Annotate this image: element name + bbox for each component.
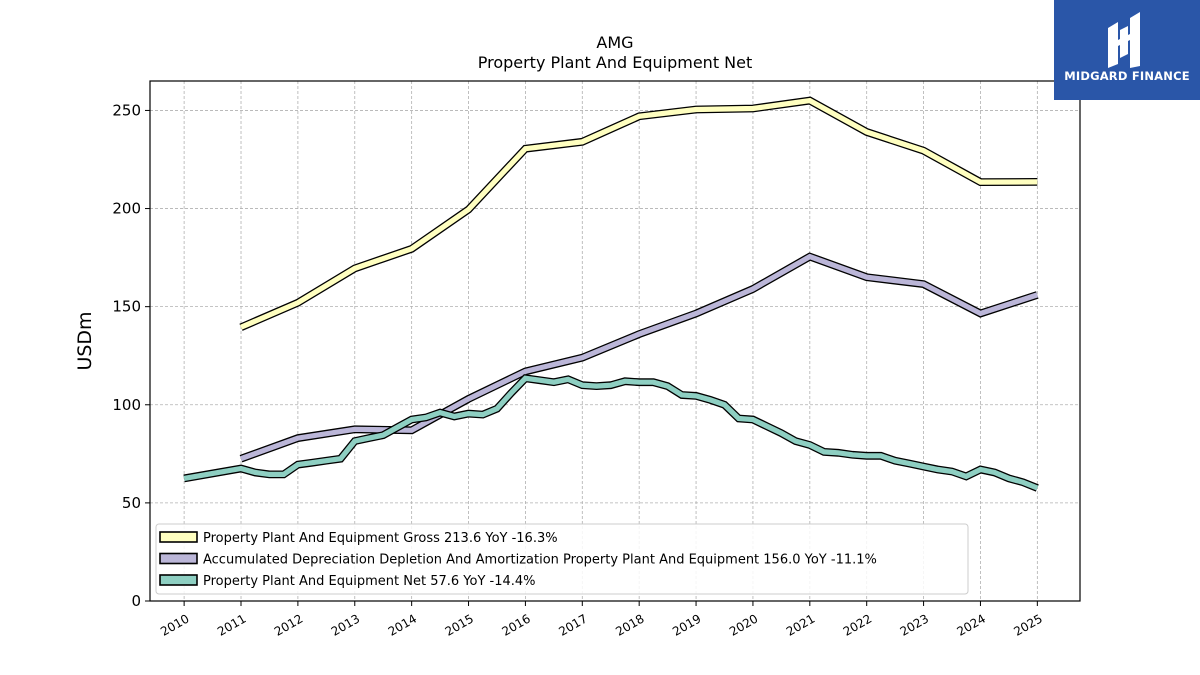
series-stroke: [239, 97, 1038, 330]
legend: Property Plant And Equipment Gross 213.6…: [155, 523, 969, 595]
chart-subtitle: Property Plant And Equipment Net: [478, 53, 753, 72]
series-stroke: [183, 375, 1039, 491]
x-tick-label: 2017: [556, 611, 589, 638]
y-tick-label: 150: [112, 298, 141, 316]
legend-item-2: Accumulated Depreciation Depletion And A…: [159, 552, 877, 568]
x-tick-label: 2013: [329, 611, 362, 638]
legend-swatch: [159, 552, 198, 565]
x-tick-label: 2012: [272, 611, 305, 638]
series-line-1: [239, 96, 1038, 331]
logo-text: MIDGARD FINANCE: [1064, 69, 1190, 83]
series-stroke: [240, 253, 1039, 462]
legend-swatch: [159, 574, 198, 586]
legend-label: Property Plant And Equipment Net 57.6 Yo…: [203, 574, 536, 589]
legend-item-1: Property Plant And Equipment Gross 213.6…: [159, 531, 558, 546]
plot-area-frame: [149, 80, 1081, 602]
series-group: [183, 96, 1039, 492]
midgard-logo-icon: [1108, 12, 1140, 68]
y-axis-label: USDm: [74, 311, 96, 370]
chart-title: AMG: [596, 33, 633, 52]
x-axis-ticks: 2010 2011 2012 2013 2014 2015 2016 2017 2018 2019…: [158, 601, 1045, 639]
y-tick-label: 0: [131, 592, 141, 610]
midgard-finance-logo: MIDGARD FINANCE: [1054, 0, 1200, 100]
y-tick-label: 250: [112, 101, 141, 119]
x-tick-label: 2011: [215, 611, 248, 638]
x-tick-label: 2010: [158, 611, 191, 638]
x-tick-label: 2023: [898, 611, 931, 638]
grid: [150, 81, 1080, 602]
y-axis-ticks: 0 50 100 150 200 250: [112, 101, 150, 610]
x-tick-label: 2014: [386, 611, 419, 638]
x-tick-label: 2021: [784, 611, 817, 638]
series-line-2: [239, 252, 1039, 463]
x-tick-label: 2015: [443, 611, 476, 638]
legend-box: [155, 523, 969, 595]
legend-label: Property Plant And Equipment Gross 213.6…: [203, 531, 558, 546]
series-line-3: [183, 374, 1039, 492]
x-tick-label: 2022: [841, 611, 874, 638]
legend-swatch: [159, 531, 198, 543]
legend-label: Accumulated Depreciation Depletion And A…: [203, 553, 877, 568]
x-tick-label: 2019: [670, 611, 703, 638]
y-tick-label: 200: [112, 200, 141, 218]
x-tick-label: 2018: [613, 611, 646, 638]
y-tick-label: 50: [122, 494, 141, 512]
legend-item-3: Property Plant And Equipment Net 57.6 Yo…: [159, 574, 536, 589]
x-tick-label: 2016: [499, 611, 532, 638]
y-tick-label: 100: [112, 396, 141, 414]
x-tick-label: 2024: [955, 611, 988, 638]
x-tick-label: 2025: [1011, 611, 1044, 638]
x-tick-label: 2020: [727, 611, 760, 638]
